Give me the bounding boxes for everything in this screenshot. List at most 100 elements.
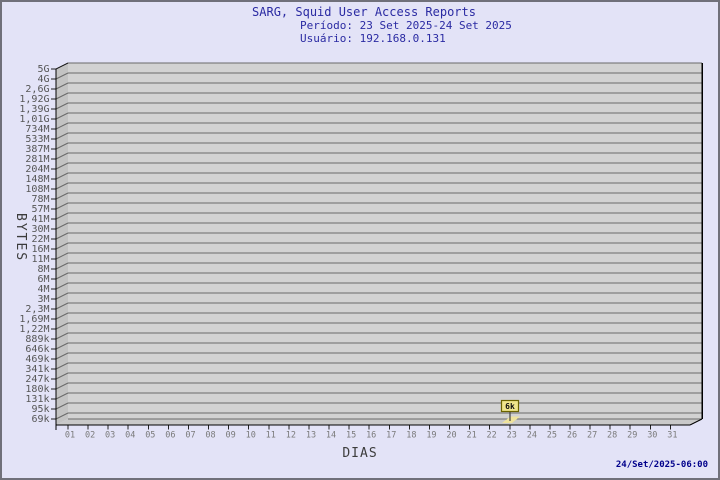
data-point-marker: 6k (500, 399, 520, 423)
wall-hatch-line (55, 322, 69, 330)
wall-hatch-line (55, 362, 69, 370)
wall-hatch-line (55, 332, 69, 340)
x-ticks (67, 425, 671, 430)
plot-top-left-diagonal (55, 62, 69, 70)
x-tick-label: 20 (446, 431, 456, 441)
wall-hatch-line (55, 82, 69, 90)
y-tick-label: 4M (37, 284, 49, 295)
x-tick-label: 14 (326, 431, 336, 441)
y-tick-label: 6M (37, 274, 49, 285)
x-tick-label: 13 (306, 431, 316, 441)
plot-bottom-right-diagonal (689, 418, 703, 426)
x-tick-label: 10 (246, 431, 256, 441)
wall-hatch-line (55, 282, 69, 290)
y-tick-label: 108M (25, 184, 49, 195)
y-tick-label: 4G (37, 74, 49, 85)
x-tick-label: 22 (487, 431, 497, 441)
wall-hatch-line (55, 412, 69, 420)
x-tick-label: 24 (527, 431, 537, 441)
y-tick-label: 180k (25, 384, 49, 395)
y-tick-label: 16M (31, 244, 49, 255)
wall-hatch-line (55, 72, 69, 80)
x-tick-label: 31 (667, 431, 677, 441)
wall-hatch-line (55, 262, 69, 270)
marker-flag (500, 399, 520, 413)
wall-hatch-line (55, 352, 69, 360)
x-tick-label: 19 (426, 431, 436, 441)
y-tick-label: 5G (37, 64, 49, 75)
y-tick-label: 1,69M (19, 314, 49, 325)
y-tick-label: 247k (25, 374, 49, 385)
y-tick-label: 646k (25, 344, 49, 355)
y-tick-label: 2,3M (25, 304, 49, 315)
wall-hatch-line (55, 382, 69, 390)
chart-period-line: Período: 23 Set 2025-24 Set 2025 (300, 19, 512, 32)
y-tick-label: 3M (37, 294, 49, 305)
wall-hatch-line (55, 212, 69, 220)
x-tick-label: 15 (346, 431, 356, 441)
y-tick-labels: 5G4G2,6G1,92G1,39G1,01G734M533M387M281M2… (19, 64, 49, 425)
y-tick-label: 734M (25, 124, 49, 135)
wall-hatch-line (55, 172, 69, 180)
chart-title: SARG, Squid User Access Reports (252, 5, 476, 19)
marker-value-label: 6k (505, 402, 515, 411)
y-tick-label: 69k (31, 414, 49, 425)
data-area-wedge (502, 416, 520, 423)
wall-hatch-line (55, 402, 69, 410)
wall-hatch-line (55, 392, 69, 400)
wall-hatch-line (55, 372, 69, 380)
report-timestamp: 24/Set/2025-06:00 (616, 460, 708, 470)
wall-hatch-line (55, 232, 69, 240)
y-tick-label: 204M (25, 164, 49, 175)
y-tick-label: 8M (37, 264, 49, 275)
y-tick-label: 387M (25, 144, 49, 155)
wall-hatch-line (55, 142, 69, 150)
x-tick-label: 30 (647, 431, 657, 441)
chart-header: SARG, Squid User Access Reports Período:… (252, 5, 512, 45)
x-tick-label: 21 (466, 431, 476, 441)
x-tick-label: 29 (627, 431, 637, 441)
wall-hatch-line (55, 132, 69, 140)
y-tick-label: 131k (25, 394, 49, 405)
y-tick-label: 57M (31, 204, 49, 215)
y-tick-label: 341k (25, 364, 49, 375)
x-tick-label: 12 (286, 431, 296, 441)
y-axis-title: BYTES (13, 213, 28, 262)
wall-hatch-line (55, 112, 69, 120)
wall-hatch-line (55, 272, 69, 280)
x-tick-label: 27 (587, 431, 597, 441)
y-tick-label: 41M (31, 214, 49, 225)
x-tick-label: 23 (507, 431, 517, 441)
y-tick-label: 1,92G (19, 94, 49, 105)
chart-user-line: Usuário: 192.168.0.131 (300, 32, 446, 45)
y-gridlines (68, 62, 702, 414)
y-tick-label: 281M (25, 154, 49, 165)
wall-hatch-line (55, 182, 69, 190)
y-tick-label: 30M (31, 224, 49, 235)
wall-hatch-line (55, 312, 69, 320)
wall-hatch-line (55, 92, 69, 100)
y-tick-label: 1,39G (19, 104, 49, 115)
wall-hatch-line (55, 222, 69, 230)
plot-area (68, 63, 702, 419)
x-tick-label: 05 (145, 431, 155, 441)
y-tick-label: 95k (31, 404, 49, 415)
x-tick-label: 16 (366, 431, 376, 441)
y-tick-label: 78M (31, 194, 49, 205)
y-tick-label: 533M (25, 134, 49, 145)
x-tick-label: 28 (607, 431, 617, 441)
y-tick-label: 22M (31, 234, 49, 245)
x-tick-label: 03 (105, 431, 115, 441)
x-tick-label: 08 (205, 431, 215, 441)
y-tick-label: 469k (25, 354, 49, 365)
y-tick-label: 1,01G (19, 114, 49, 125)
x-axis-title: DIAS (342, 446, 377, 461)
y-tick-label: 1,22M (19, 324, 49, 335)
y-tick-label: 889k (25, 334, 49, 345)
wall-hatch-line (55, 192, 69, 200)
y-tick-label: 148M (25, 174, 49, 185)
wall-hatch-line (55, 342, 69, 350)
wall-hatch-line (55, 152, 69, 160)
y-tick-label: 11M (31, 254, 49, 265)
